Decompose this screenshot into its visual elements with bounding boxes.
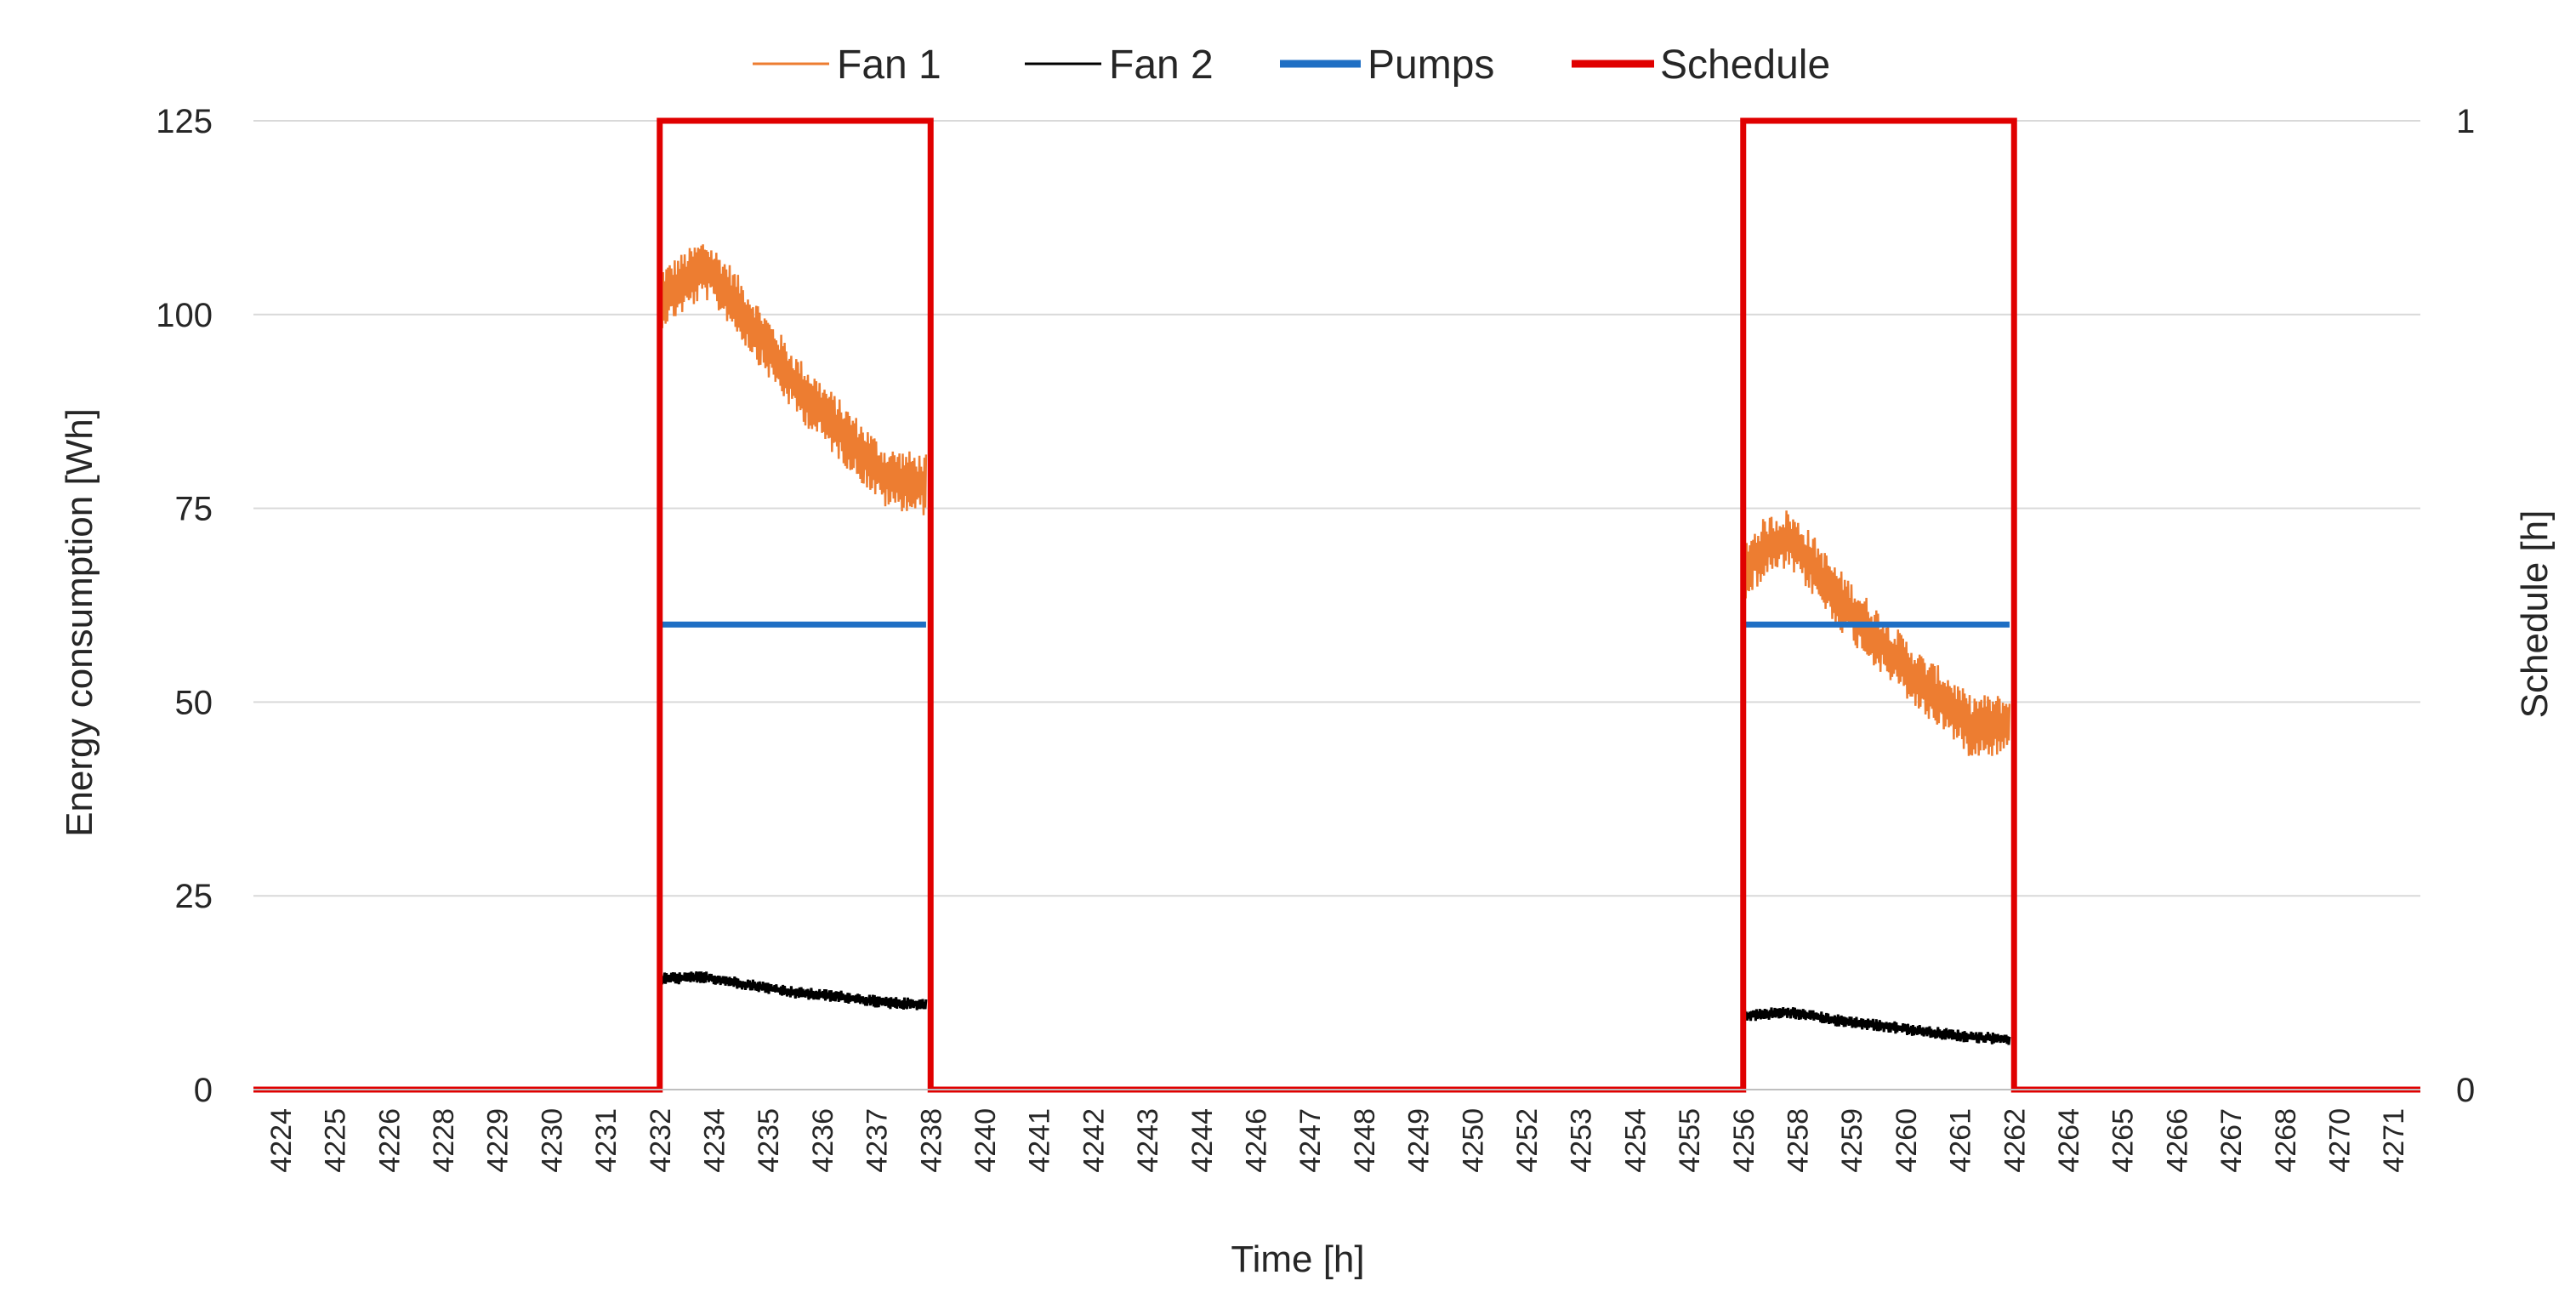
x-tick-label: 4260 [1891, 1108, 1923, 1173]
x-tick-label: 4259 [1836, 1108, 1868, 1173]
legend-fan2-label: Fan 2 [1109, 43, 1214, 88]
x-tick-label: 4267 [2215, 1108, 2248, 1173]
y-tick-label-75: 75 [175, 491, 213, 528]
x-tick-label: 4249 [1403, 1108, 1436, 1173]
x-tick-label: 4226 [373, 1108, 406, 1173]
x-axis-title: Time [h] [1231, 1238, 1364, 1280]
legend-fan1-label: Fan 1 [837, 43, 941, 88]
y-tick-label-0: 0 [194, 1072, 213, 1109]
legend-schedule-label: Schedule [1660, 43, 1830, 88]
x-tick-label: 4270 [2323, 1108, 2356, 1173]
x-tick-label: 4240 [970, 1108, 1002, 1173]
x-tick-label: 4265 [2107, 1108, 2140, 1173]
series-fan-1-segment-1 [1742, 510, 2011, 756]
x-tick-label: 4225 [320, 1108, 352, 1173]
x-tick-label: 4228 [428, 1108, 460, 1173]
x-tick-label: 4237 [862, 1108, 894, 1173]
legend: Fan 1 Fan 2 Pumps Schedule [753, 43, 1830, 88]
series-fan-1-segment-0 [658, 244, 928, 515]
x-tick-label: 4248 [1349, 1108, 1381, 1173]
series-fan-2-segment-1 [1742, 1007, 2011, 1045]
x-tick-label: 4229 [482, 1108, 515, 1173]
x-tick-label: 4264 [2053, 1108, 2085, 1173]
x-tick-label: 4255 [1674, 1108, 1706, 1173]
x-tick-label: 4261 [1945, 1108, 1977, 1173]
x-tick-label: 4236 [807, 1108, 839, 1173]
x-tick-label: 4244 [1186, 1108, 1219, 1173]
x-tick-label: 4243 [1132, 1108, 1164, 1173]
series-schedule-line [253, 117, 2420, 1093]
y2-axis-title: Schedule [h] [2514, 510, 2556, 719]
x-tick-label: 4256 [1728, 1108, 1760, 1173]
x-tick-label: 4235 [753, 1108, 785, 1173]
x-tick-label: 4242 [1078, 1108, 1110, 1173]
x-tick-label: 4262 [1999, 1108, 2031, 1173]
y-tick-label-125: 125 [156, 103, 213, 140]
x-tick-label: 4241 [1024, 1108, 1056, 1173]
y-axis-title: Energy consumption [Wh] [59, 408, 100, 837]
y2-tick-label-0: 0 [2456, 1072, 2475, 1109]
series-fan-2-segment-0 [658, 971, 928, 1010]
x-tick-label: 4253 [1566, 1108, 1598, 1173]
x-tick-label: 4252 [1511, 1108, 1544, 1173]
x-tick-label: 4268 [2270, 1108, 2302, 1173]
axes: 0 25 50 75 100 125 0 1 4224 4225 4226 4228 4229 4230 4… [156, 103, 2475, 1173]
x-tick-label: 4234 [698, 1108, 731, 1173]
x-tick-label: 4254 [1619, 1108, 1652, 1173]
y2-tick-label-1: 1 [2456, 103, 2475, 140]
x-tick-label: 4224 [265, 1108, 298, 1173]
y-tick-label-50: 50 [175, 684, 213, 721]
y-tick-label-25: 25 [175, 878, 213, 915]
x-tick-label: 4247 [1294, 1108, 1327, 1173]
x-tick-label: 4266 [2161, 1108, 2193, 1173]
x-tick-label: 4238 [915, 1108, 947, 1173]
gridlines [253, 120, 2420, 897]
series-layer [253, 117, 2420, 1093]
y-tick-label-100: 100 [156, 297, 213, 334]
legend-pumps-label: Pumps [1368, 43, 1494, 88]
x-tick-label: 4232 [645, 1108, 677, 1173]
x-tick-label: 4246 [1240, 1108, 1272, 1173]
x-tick-label: 4250 [1457, 1108, 1489, 1173]
x-tick-label: 4271 [2378, 1108, 2410, 1173]
x-tick-label: 4231 [590, 1108, 623, 1173]
x-tick-label: 4230 [536, 1108, 568, 1173]
x-tick-label: 4258 [1782, 1108, 1814, 1173]
